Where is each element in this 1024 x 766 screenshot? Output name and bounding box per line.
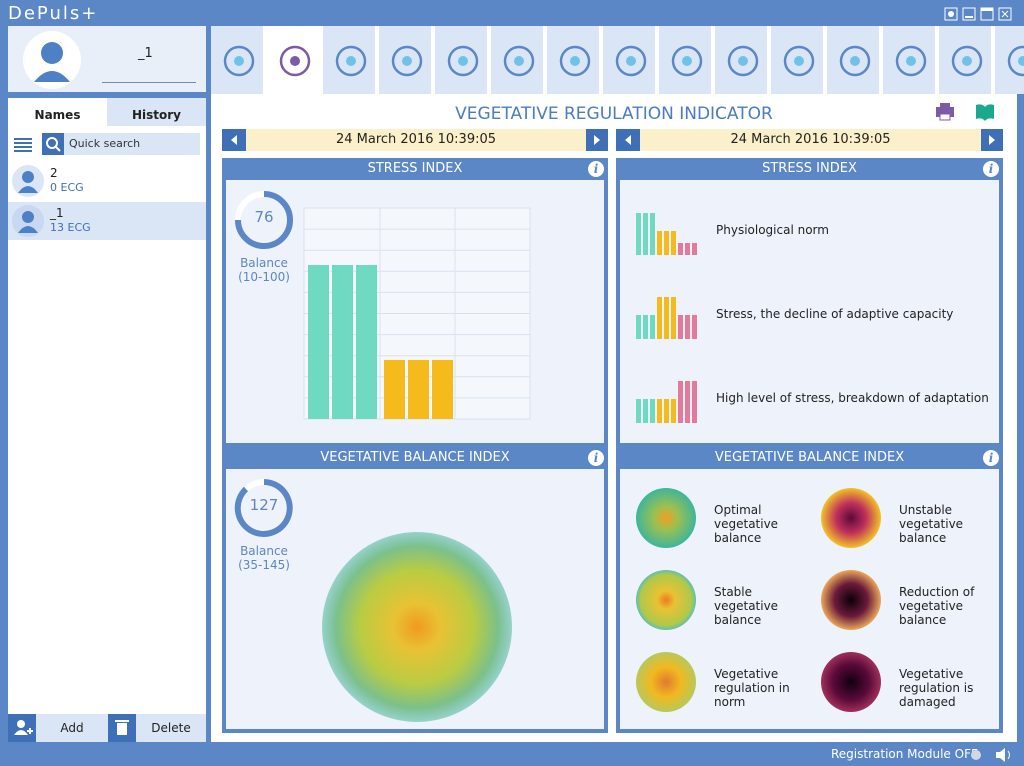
list-icon[interactable] bbox=[14, 138, 32, 152]
bar bbox=[408, 359, 429, 419]
legend-text: Stress, the decline of adaptive capacity bbox=[716, 307, 954, 321]
module-tab[interactable] bbox=[491, 26, 545, 94]
tab-names[interactable]: Names bbox=[8, 98, 107, 126]
legend-text: Unstable vegetative balance bbox=[899, 503, 964, 545]
gauge bbox=[235, 191, 293, 249]
patient-name: 2 bbox=[50, 166, 58, 180]
user-name: _1 bbox=[138, 46, 153, 61]
module-tab[interactable] bbox=[323, 26, 377, 94]
panel-title: VEGETATIVE BALANCE INDEX i bbox=[222, 447, 608, 469]
legend-text: Physiological norm bbox=[716, 223, 829, 237]
next-button[interactable] bbox=[586, 129, 608, 151]
divider bbox=[102, 82, 196, 83]
stress-panel: STRESS INDEX i 76 Balance (10-100) bbox=[222, 158, 608, 447]
panel-title-text: STRESS INDEX bbox=[762, 161, 857, 176]
avatar bbox=[23, 31, 81, 89]
panel-title: STRESS INDEX i bbox=[616, 158, 1003, 180]
bottom-buttons: Add Delete bbox=[8, 714, 206, 742]
add-button[interactable]: Add bbox=[60, 721, 84, 735]
legend-text: Stable vegetative balance bbox=[714, 585, 779, 627]
gauge-label: Balance bbox=[240, 256, 288, 270]
gauge-range: (35-145) bbox=[238, 558, 290, 572]
module-tab[interactable] bbox=[435, 26, 489, 94]
panel-title: STRESS INDEX i bbox=[222, 158, 608, 180]
legend-text: Vegetative regulation in norm bbox=[714, 667, 790, 709]
status-icons[interactable] bbox=[968, 746, 1016, 764]
panel-title-text: VEGETATIVE BALANCE INDEX bbox=[320, 450, 510, 465]
panel-title-text: VEGETATIVE BALANCE INDEX bbox=[714, 450, 905, 465]
date-nav: 24 March 2016 10:39:05 bbox=[616, 129, 1003, 151]
main-area: VEGETATIVE REGULATION INDICATOR 24 March… bbox=[211, 26, 1024, 742]
bar bbox=[356, 264, 377, 419]
legend-text: Reduction of vegetative balance bbox=[899, 585, 975, 627]
bar bbox=[332, 264, 353, 419]
gauge-value: 127 bbox=[249, 496, 279, 514]
stress-legend-icons bbox=[636, 213, 697, 423]
patient-name: _1 bbox=[50, 206, 64, 220]
status-text: Registration Module OFF bbox=[831, 747, 978, 761]
window-controls[interactable] bbox=[944, 7, 1016, 24]
prev-button[interactable] bbox=[222, 129, 246, 151]
module-tab[interactable] bbox=[211, 26, 265, 94]
app-logo: DePuls+ bbox=[8, 3, 99, 24]
module-tab[interactable] bbox=[883, 26, 937, 94]
module-tab[interactable] bbox=[659, 26, 713, 94]
legend-text: Vegetative regulation is damaged bbox=[899, 667, 974, 709]
module-tab[interactable] bbox=[771, 26, 825, 94]
panel-title: VEGETATIVE BALANCE INDEX i bbox=[616, 447, 1003, 469]
module-toolbar bbox=[211, 26, 1024, 94]
module-tab[interactable] bbox=[715, 26, 769, 94]
search-placeholder: Quick search bbox=[69, 137, 141, 150]
module-tab[interactable] bbox=[939, 26, 993, 94]
delete-button[interactable]: Delete bbox=[151, 721, 191, 735]
info-button[interactable]: i bbox=[983, 161, 999, 177]
bar bbox=[432, 359, 453, 419]
stress-bar-chart bbox=[303, 207, 531, 420]
module-tab[interactable] bbox=[379, 26, 433, 94]
profile-box: _1 bbox=[8, 26, 206, 92]
balance-legend-circles bbox=[636, 488, 881, 712]
gauge-value: 76 bbox=[254, 208, 274, 226]
info-button[interactable]: i bbox=[983, 450, 999, 466]
panel-title-text: STRESS INDEX bbox=[367, 161, 463, 176]
patient-records: 13 ECG bbox=[50, 221, 91, 234]
info-button[interactable]: i bbox=[588, 450, 604, 466]
patient-row[interactable]: 2 0 ECG bbox=[8, 162, 206, 200]
patient-records: 0 ECG bbox=[50, 181, 84, 194]
date: 24 March 2016 10:39:05 bbox=[640, 129, 981, 151]
module-tab[interactable] bbox=[603, 26, 657, 94]
search-box[interactable]: Quick search bbox=[42, 133, 200, 155]
legend-text: Optimal vegetative balance bbox=[714, 503, 779, 545]
module-tab[interactable] bbox=[995, 26, 1024, 94]
gauge-label: Balance bbox=[240, 544, 288, 558]
gauge-range: (10-100) bbox=[238, 270, 290, 284]
prev-button[interactable] bbox=[616, 129, 640, 151]
print-book-icons[interactable] bbox=[934, 101, 1004, 123]
balance-legend-panel: VEGETATIVE BALANCE INDEX i Optimal vegeta… bbox=[616, 447, 1003, 733]
date: 24 March 2016 10:39:05 bbox=[246, 129, 586, 151]
module-tab[interactable] bbox=[547, 26, 601, 94]
tab-history[interactable]: History bbox=[107, 98, 206, 126]
stress-legend-panel: STRESS INDEX i Physiological norm Stress,… bbox=[616, 158, 1003, 447]
date-nav: 24 March 2016 10:39:05 bbox=[222, 129, 608, 151]
patient-row[interactable]: _1 13 ECG bbox=[8, 202, 206, 240]
module-tab[interactable] bbox=[827, 26, 881, 94]
legend-text: High level of stress, breakdown of adapt… bbox=[716, 391, 989, 405]
next-button[interactable] bbox=[981, 129, 1003, 151]
module-tab[interactable] bbox=[267, 26, 321, 94]
info-button[interactable]: i bbox=[588, 161, 604, 177]
balance-panel: VEGETATIVE BALANCE INDEX i 127 Balance (3… bbox=[222, 447, 608, 733]
bar bbox=[384, 359, 405, 419]
bar bbox=[308, 264, 329, 419]
page-title: VEGETATIVE REGULATION INDICATOR bbox=[455, 104, 773, 124]
gauge bbox=[234, 479, 293, 537]
balance-circle bbox=[322, 532, 512, 722]
patients-panel: Names History Quick search 2 0 ECG _1 13… bbox=[8, 98, 206, 742]
